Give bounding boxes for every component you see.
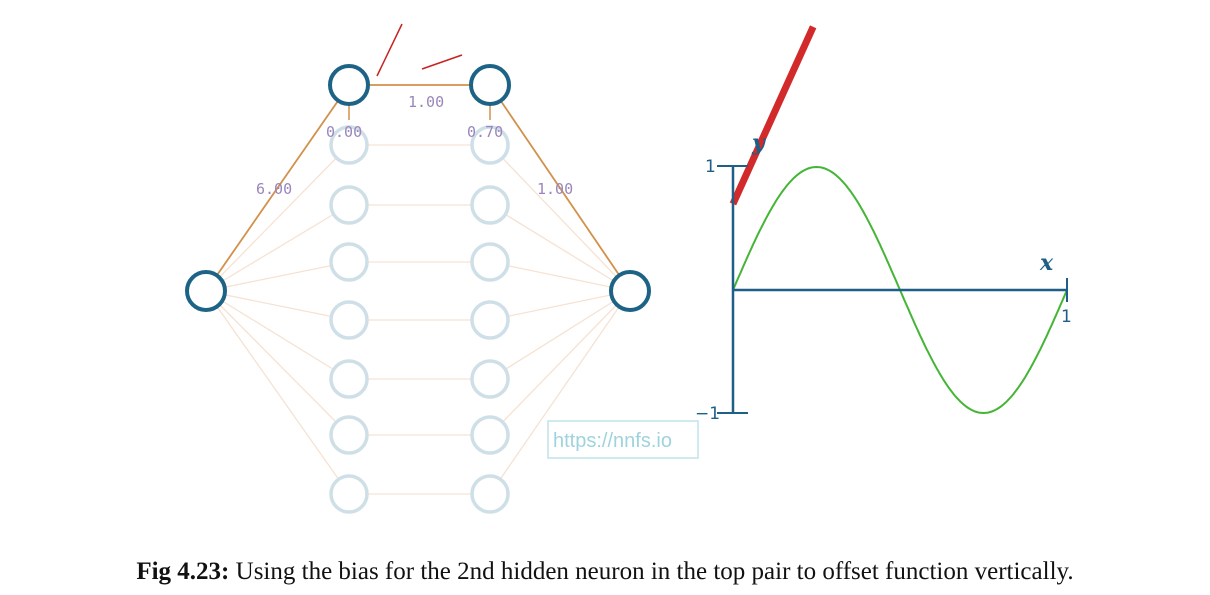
network-edges: [205, 144, 631, 495]
weight-label-hidden2-to-output: 1.00: [537, 180, 573, 198]
edge-hidden2-output-3: [489, 261, 631, 292]
edge-hidden2-output-7: [489, 290, 631, 495]
hidden-neuron-h1-6: [329, 415, 369, 455]
hidden-neuron-h1-1: [329, 125, 369, 165]
y-tick-label-min: −1: [695, 404, 720, 424]
active-neurons: [185, 64, 651, 312]
hidden-neuron-h2-7: [470, 474, 510, 514]
watermark: https://nnfs.io: [547, 420, 699, 459]
weight-label-hidden1-to-hidden2: 1.00: [408, 93, 444, 111]
watermark-text: https://nnfs.io: [553, 430, 672, 452]
hidden-neuron-h1-7: [329, 474, 369, 514]
network-output-line: [729, 25, 817, 206]
hidden-neuron-h2-4: [470, 300, 510, 340]
edge-input-hidden1-5: [205, 290, 350, 380]
input-neuron: [185, 270, 227, 312]
edge-hidden2-output-4: [489, 290, 631, 321]
neural-network-diagram: 6.00 1.00 1.00 0.00 0.70: [185, 23, 651, 514]
hidden-neuron-h2-2: [470, 185, 510, 225]
y-axis-label: y: [751, 130, 767, 156]
edge-input-hidden1-1: [205, 144, 350, 292]
hidden-neuron-h1-2: [329, 185, 369, 225]
hidden-neuron-h1-4: [329, 300, 369, 340]
edge-hidden2-output-1: [489, 144, 631, 292]
active-edges: [205, 84, 631, 292]
edge-input-hidden1-7: [205, 290, 350, 495]
hidden-neuron-h1-3: [329, 242, 369, 282]
edge-hidden2-output-2: [489, 204, 631, 292]
x-tick-label-max: 1: [1061, 307, 1072, 327]
y-tick-label-max: 1: [705, 157, 716, 177]
neurons: [329, 125, 510, 514]
hidden-neuron-h2-3: [470, 242, 510, 282]
hidden-neuron-h2-5: [470, 359, 510, 399]
bias-label-hidden1: 0.00: [326, 123, 362, 141]
output-neuron: [609, 270, 651, 312]
hidden2-neuron-top: [469, 64, 511, 106]
weight-label-input-to-hidden1: 6.00: [256, 180, 292, 198]
edge-hidden2-output-6: [489, 290, 631, 436]
hidden-neuron-h1-5: [329, 359, 369, 399]
hidden-neuron-h2-6: [470, 415, 510, 455]
caption-text: Using the bias for the 2nd hidden neuron…: [229, 558, 1074, 585]
bias-slider-mark: [421, 54, 463, 70]
hidden-neuron-h2-1: [470, 125, 510, 165]
x-axis-label: x: [1039, 250, 1054, 276]
weight-slider-mark: [376, 23, 403, 77]
edge-input-hidden1-4: [205, 290, 350, 321]
edge-input-to-hidden1-top: [205, 84, 350, 292]
watermark-box: [547, 420, 699, 459]
edge-input-hidden1-3: [205, 261, 350, 292]
bias-label-hidden2: 0.70: [467, 123, 503, 141]
figure-caption: Fig 4.23: Using the bias for the 2nd hid…: [0, 558, 1210, 586]
edge-input-hidden1-2: [205, 204, 350, 292]
hidden1-neuron-top: [328, 64, 370, 106]
edge-input-hidden1-6: [205, 290, 350, 436]
function-plot: 1 −1 1 x y: [695, 25, 1072, 424]
caption-label: Fig 4.23:: [136, 558, 230, 585]
edge-hidden2-top-to-output: [489, 84, 631, 292]
edge-hidden2-output-5: [489, 290, 631, 380]
